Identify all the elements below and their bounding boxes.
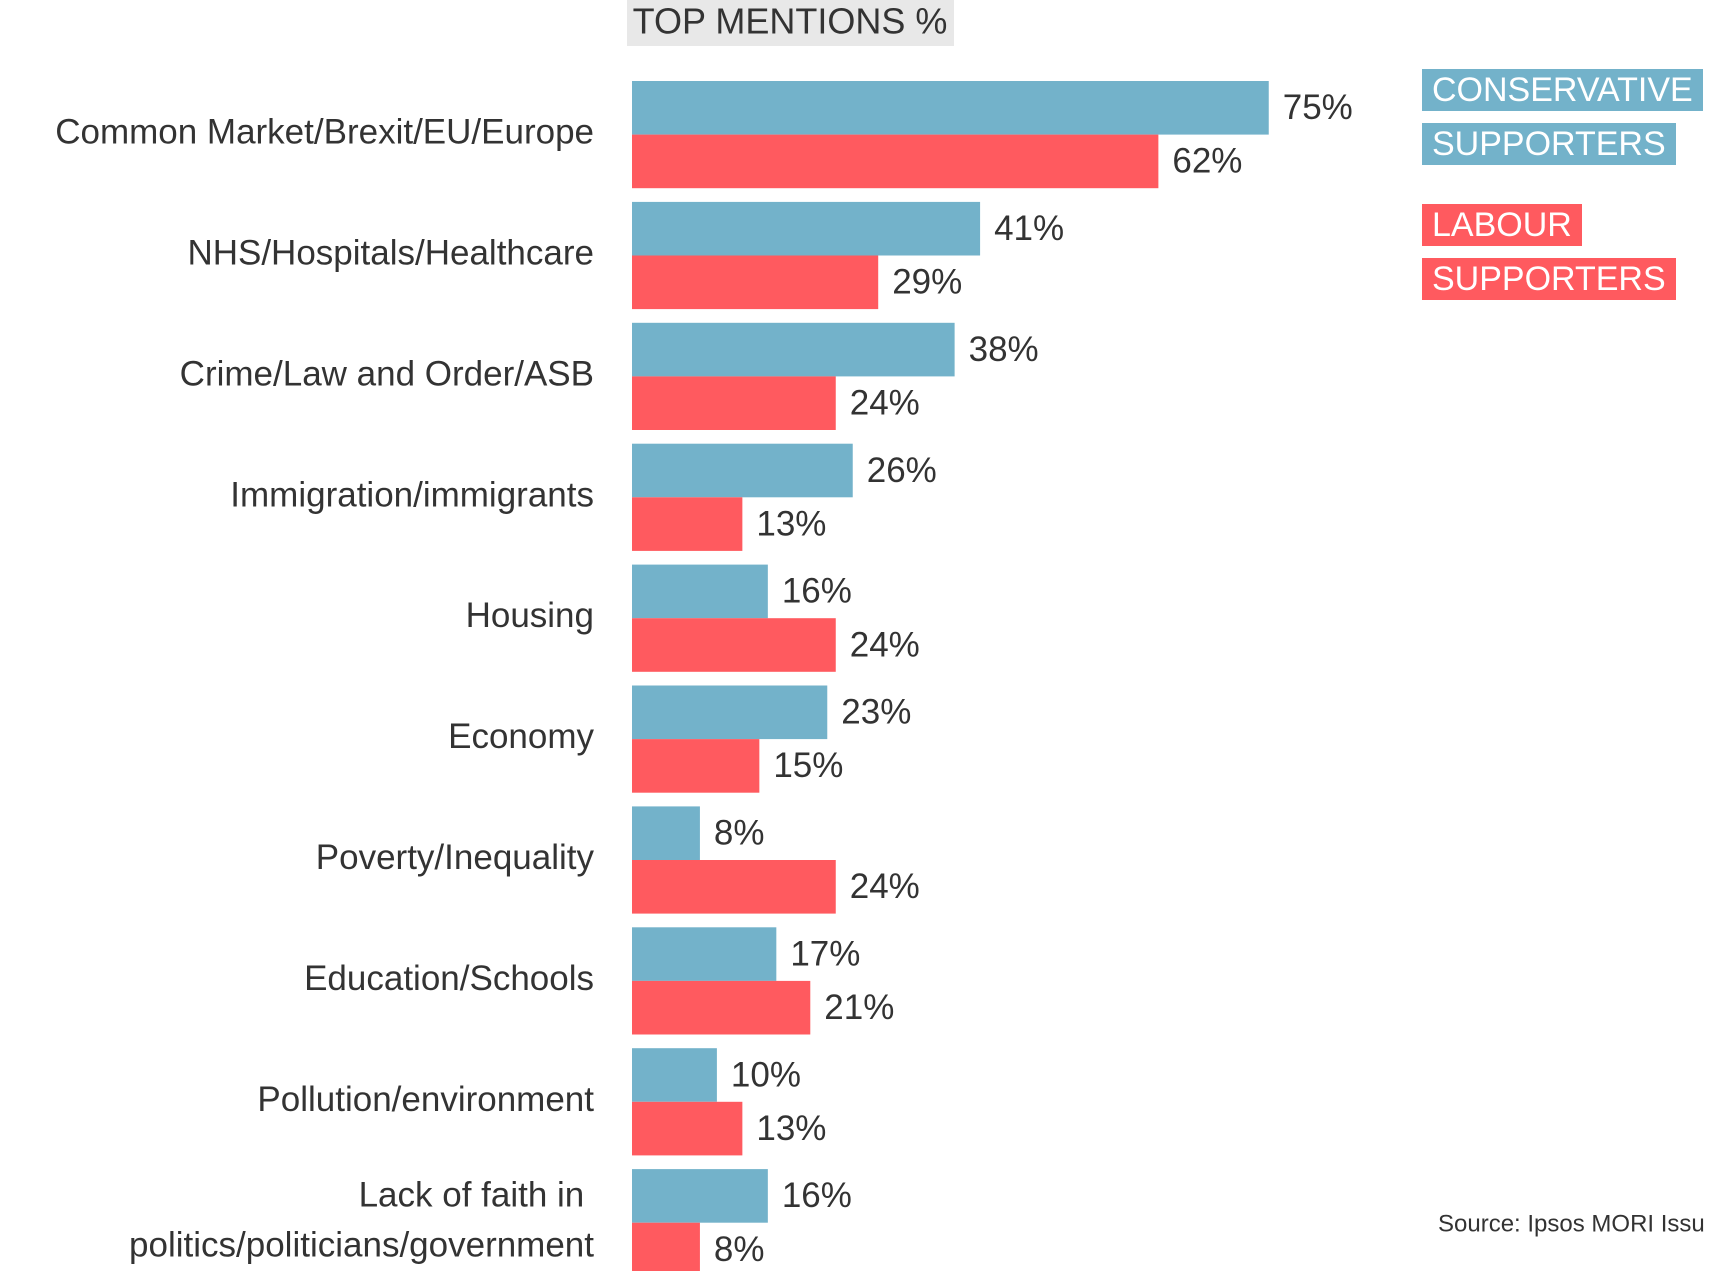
value-label: 29% (892, 263, 962, 302)
category-label: Housing (466, 596, 594, 635)
category-label: Common Market/Brexit/EU/Europe (55, 113, 594, 152)
category-label: Pollution/environment (257, 1080, 594, 1119)
value-label: 24% (850, 867, 920, 906)
bar (632, 980, 811, 1035)
category-label: Poverty/Inequality (316, 838, 595, 877)
value-label: 38% (969, 330, 1039, 369)
bar (632, 81, 1269, 135)
value-label: 17% (790, 934, 860, 973)
value-label: 13% (756, 504, 826, 543)
bar (632, 1048, 717, 1102)
bar (632, 201, 981, 256)
value-label: 24% (850, 625, 920, 664)
value-label: 10% (731, 1055, 801, 1094)
bar (632, 1169, 768, 1223)
bar (632, 860, 836, 914)
value-label: 8% (714, 813, 765, 852)
value-label: 41% (994, 209, 1064, 248)
value-label: 16% (782, 1176, 852, 1215)
legend-label: LABOUR SUPPORTERS (1422, 204, 1676, 300)
bar (632, 134, 1159, 189)
value-label: 21% (824, 988, 894, 1027)
category-label: Crime/Law and Order/ASB (180, 355, 594, 394)
category-label: Immigration/immigrants (230, 476, 594, 515)
legend-label: CONSERVATIVE SUPPORTERS (1422, 69, 1703, 165)
bar (632, 806, 700, 860)
bar (632, 443, 853, 498)
title-background (627, 0, 954, 46)
value-label: 75% (1283, 88, 1353, 127)
bar (632, 255, 879, 310)
value-label: 13% (756, 1109, 826, 1148)
legend-item: CONSERVATIVE SUPPORTERS (1422, 63, 1703, 171)
category-label: NHS/Hospitals/Healthcare (187, 234, 594, 273)
category-label: Lack of faith in politics/politicians/go… (129, 1176, 594, 1265)
source: Source: Ipsos MORI Issu (1438, 1210, 1705, 1237)
value-label: 16% (782, 572, 852, 611)
value-label: 26% (867, 451, 937, 490)
chart-title: TOP MENTIONS % (633, 1, 948, 42)
value-label: 23% (841, 693, 911, 732)
bar (632, 739, 760, 793)
bar (632, 322, 955, 377)
bar (632, 376, 836, 430)
category-label: Education/Schools (304, 959, 594, 998)
bar (632, 497, 743, 551)
value-label: 8% (714, 1230, 765, 1269)
value-label: 24% (850, 383, 920, 422)
value-label: 15% (773, 746, 843, 785)
legend-item: LABOUR SUPPORTERS (1422, 198, 1702, 306)
bar (632, 564, 768, 619)
value-label: 62% (1172, 142, 1242, 181)
bar (632, 1222, 700, 1271)
bar (632, 618, 836, 672)
category-label: Economy (448, 717, 594, 756)
bar (632, 927, 777, 981)
bar (632, 1101, 743, 1156)
bar (632, 685, 828, 740)
